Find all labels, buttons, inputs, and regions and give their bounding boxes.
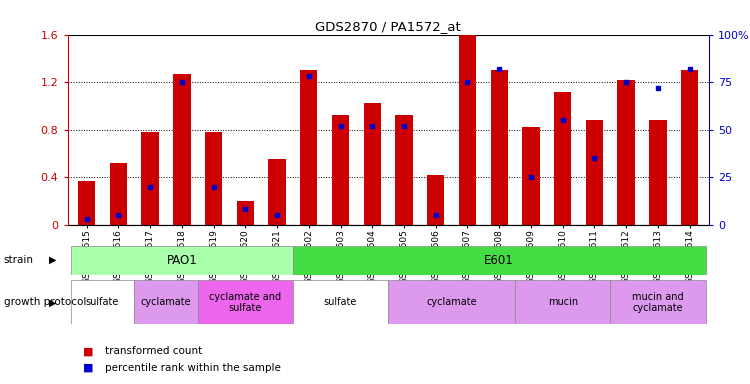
Text: ■: ■ — [82, 363, 93, 373]
Bar — [617, 80, 635, 225]
Bar — [134, 280, 198, 324]
Bar — [141, 132, 159, 225]
Bar — [650, 120, 667, 225]
Bar — [427, 175, 445, 225]
Text: cyclamate and
sulfate: cyclamate and sulfate — [209, 291, 281, 313]
Bar — [459, 35, 476, 225]
Bar — [332, 115, 350, 225]
Text: ▶: ▶ — [49, 255, 56, 265]
Bar — [198, 280, 293, 324]
Title: GDS2870 / PA1572_at: GDS2870 / PA1572_at — [315, 20, 461, 33]
Bar — [110, 163, 127, 225]
Bar — [205, 132, 222, 225]
Text: sulfate: sulfate — [324, 297, 357, 308]
Text: cyclamate: cyclamate — [426, 297, 477, 308]
Bar — [610, 280, 706, 324]
Text: strain: strain — [4, 255, 34, 265]
Bar — [522, 127, 540, 225]
Bar — [681, 70, 698, 225]
Bar — [515, 280, 610, 324]
Text: growth protocol: growth protocol — [4, 297, 86, 308]
Bar — [300, 70, 317, 225]
Bar — [554, 92, 572, 225]
Text: sulfate: sulfate — [86, 297, 119, 308]
Bar — [293, 246, 706, 275]
Bar — [78, 181, 95, 225]
Text: mucin: mucin — [548, 297, 578, 308]
Bar — [586, 120, 603, 225]
Bar — [395, 115, 412, 225]
Bar — [173, 74, 190, 225]
Text: mucin and
cyclamate: mucin and cyclamate — [632, 291, 684, 313]
Text: E601: E601 — [484, 254, 514, 266]
Bar — [236, 201, 254, 225]
Bar — [70, 246, 293, 275]
Text: transformed count: transformed count — [105, 346, 202, 356]
Text: ■: ■ — [82, 346, 93, 356]
Bar — [268, 159, 286, 225]
Bar — [490, 70, 508, 225]
Text: PAO1: PAO1 — [166, 254, 197, 266]
Bar — [70, 280, 134, 324]
Bar — [388, 280, 515, 324]
Text: cyclamate: cyclamate — [140, 297, 191, 308]
Bar — [293, 280, 388, 324]
Bar — [364, 103, 381, 225]
Text: percentile rank within the sample: percentile rank within the sample — [105, 363, 280, 373]
Text: ▶: ▶ — [49, 297, 56, 308]
